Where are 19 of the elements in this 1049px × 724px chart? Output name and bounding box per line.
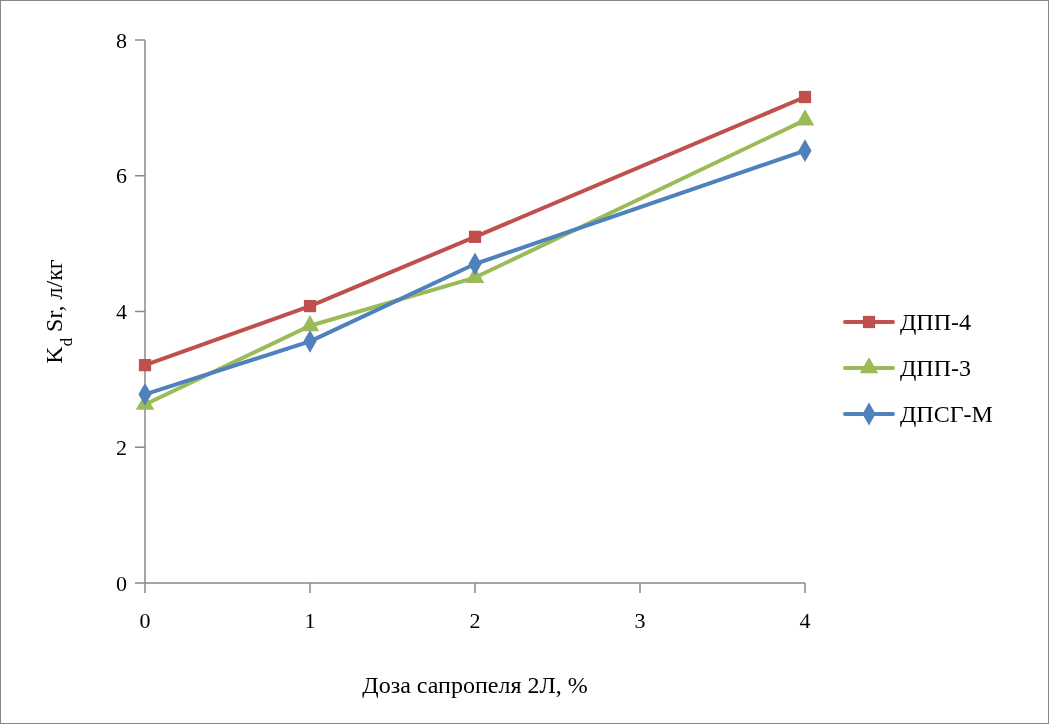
- x-tick-label: 1: [304, 608, 316, 633]
- y-tick-label: 4: [116, 299, 127, 325]
- point: [798, 90, 812, 104]
- legend-label: ДПП-4: [900, 309, 972, 336]
- y-tick-label: 2: [116, 434, 127, 460]
- point: [303, 299, 317, 313]
- point: [138, 359, 152, 372]
- x-tick-label: 3: [634, 608, 646, 633]
- legend-label: ДПСГ-М: [900, 401, 993, 428]
- legend-label: ДПП-3: [900, 355, 972, 382]
- x-tick-label: 2: [469, 608, 481, 633]
- x-axis-title: Доза сапропеля 2Л, %: [362, 672, 588, 698]
- y-tick-label: 0: [116, 570, 127, 596]
- point: [300, 315, 320, 332]
- point: [468, 230, 482, 243]
- x-tick-label: 4: [799, 608, 811, 633]
- y-tick-label: 8: [116, 27, 127, 53]
- x-tick-label: 0: [139, 608, 151, 633]
- y-tick-label: 6: [116, 163, 127, 189]
